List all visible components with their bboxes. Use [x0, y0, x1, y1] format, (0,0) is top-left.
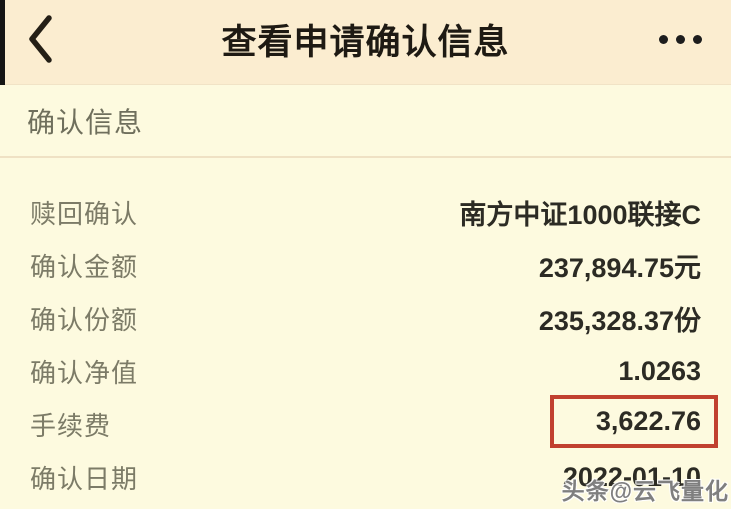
table-row-nav: 确认净值 1.0263 — [30, 345, 701, 398]
row-label: 赎回确认 — [30, 199, 139, 229]
table-row-amount: 确认金额 237,894.75元 — [30, 239, 701, 292]
ellipsis-icon — [658, 34, 702, 44]
table-row-date: 确认日期 2022-01-10 — [30, 451, 701, 504]
row-value-shares: 235,328.37份 — [538, 306, 701, 336]
back-button[interactable] — [24, 12, 56, 66]
section-title: 确认信息 — [27, 106, 144, 138]
fee-highlight-box: 3,622.76 — [549, 395, 718, 448]
row-label: 确认份额 — [30, 305, 139, 335]
row-label: 确认金额 — [30, 252, 139, 282]
row-label: 确认日期 — [30, 464, 139, 494]
row-value-amount: 237,894.75元 — [538, 253, 701, 283]
table-row-fee: 手续费 3,622.76 — [30, 395, 718, 451]
header-bar: 查看申请确认信息 — [0, 0, 731, 85]
section-header: 确认信息 — [0, 85, 731, 158]
row-label: 手续费 — [30, 411, 112, 441]
table-row-shares: 确认份额 235,328.37份 — [30, 292, 701, 345]
page-title: 查看申请确认信息 — [221, 22, 510, 62]
chevron-left-icon — [27, 14, 53, 64]
confirmation-details-list: 赎回确认 南方中证1000联接C 确认金额 237,894.75元 确认份额 2… — [0, 158, 731, 504]
more-options-button[interactable] — [655, 22, 705, 56]
row-label: 确认净值 — [30, 358, 139, 388]
row-value-date: 2022-01-10 — [562, 462, 701, 492]
row-value-fund-name: 南方中证1000联接C — [459, 200, 701, 230]
screen-edge-strip — [0, 0, 5, 85]
row-value-nav: 1.0263 — [618, 356, 701, 386]
table-row-redemption: 赎回确认 南方中证1000联接C — [30, 186, 701, 239]
